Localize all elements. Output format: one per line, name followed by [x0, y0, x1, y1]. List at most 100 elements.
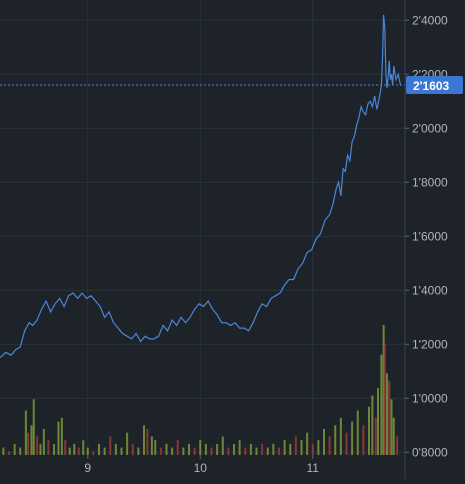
volume-bar: [392, 417, 395, 455]
volume-bar: [255, 447, 258, 455]
volume-bar: [193, 447, 196, 455]
volume-bar: [36, 436, 39, 455]
volume-bar: [24, 410, 27, 455]
volume-bar: [114, 443, 117, 455]
price-axis[interactable]: 0'8000 1'0000 1'2000 1'4000 1'6000 1'8000 2'00…: [405, 13, 448, 459]
volume-bar: [171, 447, 174, 455]
volume-bar: [380, 354, 383, 455]
y-tick-label: 1'8000: [412, 175, 448, 189]
volume-bar: [159, 447, 162, 455]
current-price-badge-bg: [406, 75, 463, 94]
volume-bar: [199, 440, 202, 455]
x-tick-label: 10: [194, 461, 208, 475]
volume-bar: [351, 421, 354, 455]
volume-bar: [146, 429, 149, 455]
volume-bar: [92, 451, 95, 455]
current-price-label: 2'1603: [413, 79, 450, 93]
volume-bar: [383, 343, 386, 455]
volume-bar: [82, 440, 85, 455]
volume-bar: [68, 447, 71, 455]
price-line: [0, 14, 402, 359]
volume-bar: [86, 447, 89, 455]
volume-bar: [103, 447, 106, 455]
volume-bar: [356, 410, 359, 455]
volume-bar: [165, 443, 168, 455]
volume-bar: [126, 432, 129, 455]
volume-bar: [137, 447, 140, 455]
volume-bar: [204, 443, 207, 455]
y-tick-label: 1'6000: [412, 229, 448, 243]
volume-bar: [182, 447, 185, 455]
volume-bar: [210, 447, 213, 455]
volume-bar: [334, 425, 337, 455]
volume-bar: [382, 325, 385, 455]
volume-bar: [289, 443, 292, 455]
current-price-badge: 2'1603: [406, 75, 463, 94]
y-tick-label: 2'0000: [412, 121, 448, 135]
volume-bar: [266, 447, 269, 455]
volume-bar: [386, 373, 388, 455]
volume-bar: [39, 443, 42, 455]
volume-bar: [57, 421, 60, 455]
volume-bar: [53, 443, 55, 455]
y-tick-label: 2'4000: [412, 13, 448, 27]
volume-bar: [64, 440, 67, 455]
volume-bar: [47, 440, 50, 455]
volume-bar: [176, 440, 179, 455]
volume-bar: [261, 443, 264, 455]
volume-bar: [377, 388, 379, 455]
volume-bar: [188, 443, 190, 455]
volume-bar: [311, 443, 314, 455]
volume-bar: [60, 417, 63, 455]
volume-bar: [388, 380, 391, 455]
y-tick-label: 0'8000: [412, 445, 448, 459]
y-tick-label: 1'0000: [412, 391, 448, 405]
volume-bar: [233, 443, 235, 455]
volume-bar: [150, 436, 153, 455]
volume-bar: [2, 447, 5, 455]
volume-bar: [362, 425, 365, 455]
volume-bar: [154, 440, 157, 455]
volume-bar: [13, 443, 16, 455]
volume-bar: [8, 451, 10, 455]
volume-bar: [244, 447, 247, 455]
volume-bar: [328, 436, 331, 455]
volume-bar: [396, 436, 399, 455]
y-tick-label: 1'2000: [412, 337, 448, 351]
x-tick-label: 9: [84, 461, 91, 475]
volume-bar: [306, 432, 309, 455]
volume-bars: [2, 325, 399, 455]
x-tick-label: 11: [307, 461, 320, 475]
volume-bar: [371, 395, 374, 455]
volume-bar: [283, 440, 286, 455]
y-tick-label: 1'4000: [412, 283, 448, 297]
grid-lines: [0, 0, 405, 455]
volume-bar: [238, 440, 241, 455]
volume-bar: [300, 440, 303, 455]
volume-bar: [98, 443, 100, 455]
volume-bar: [249, 443, 252, 455]
volume-bar: [278, 447, 280, 455]
volume-bar: [109, 436, 112, 455]
volume-bar: [294, 436, 297, 455]
time-axis[interactable]: 9 10 11: [84, 455, 319, 475]
volume-bar: [143, 425, 145, 455]
volume-bar: [374, 417, 377, 455]
volume-bar: [42, 429, 45, 455]
volume-bar: [221, 436, 224, 455]
volume-bar: [390, 399, 393, 455]
volume-bar: [368, 406, 370, 455]
volume-bar: [131, 443, 134, 455]
volume-bar: [227, 447, 230, 455]
volume-bar: [19, 447, 22, 455]
volume-bar: [73, 443, 76, 455]
volume-bar: [32, 399, 35, 455]
volume-bar: [27, 432, 30, 455]
volume-bar: [339, 417, 342, 455]
volume-bar: [323, 429, 325, 455]
volume-bar: [77, 447, 80, 455]
volume-bar: [30, 425, 33, 455]
volume-bar: [345, 432, 348, 455]
